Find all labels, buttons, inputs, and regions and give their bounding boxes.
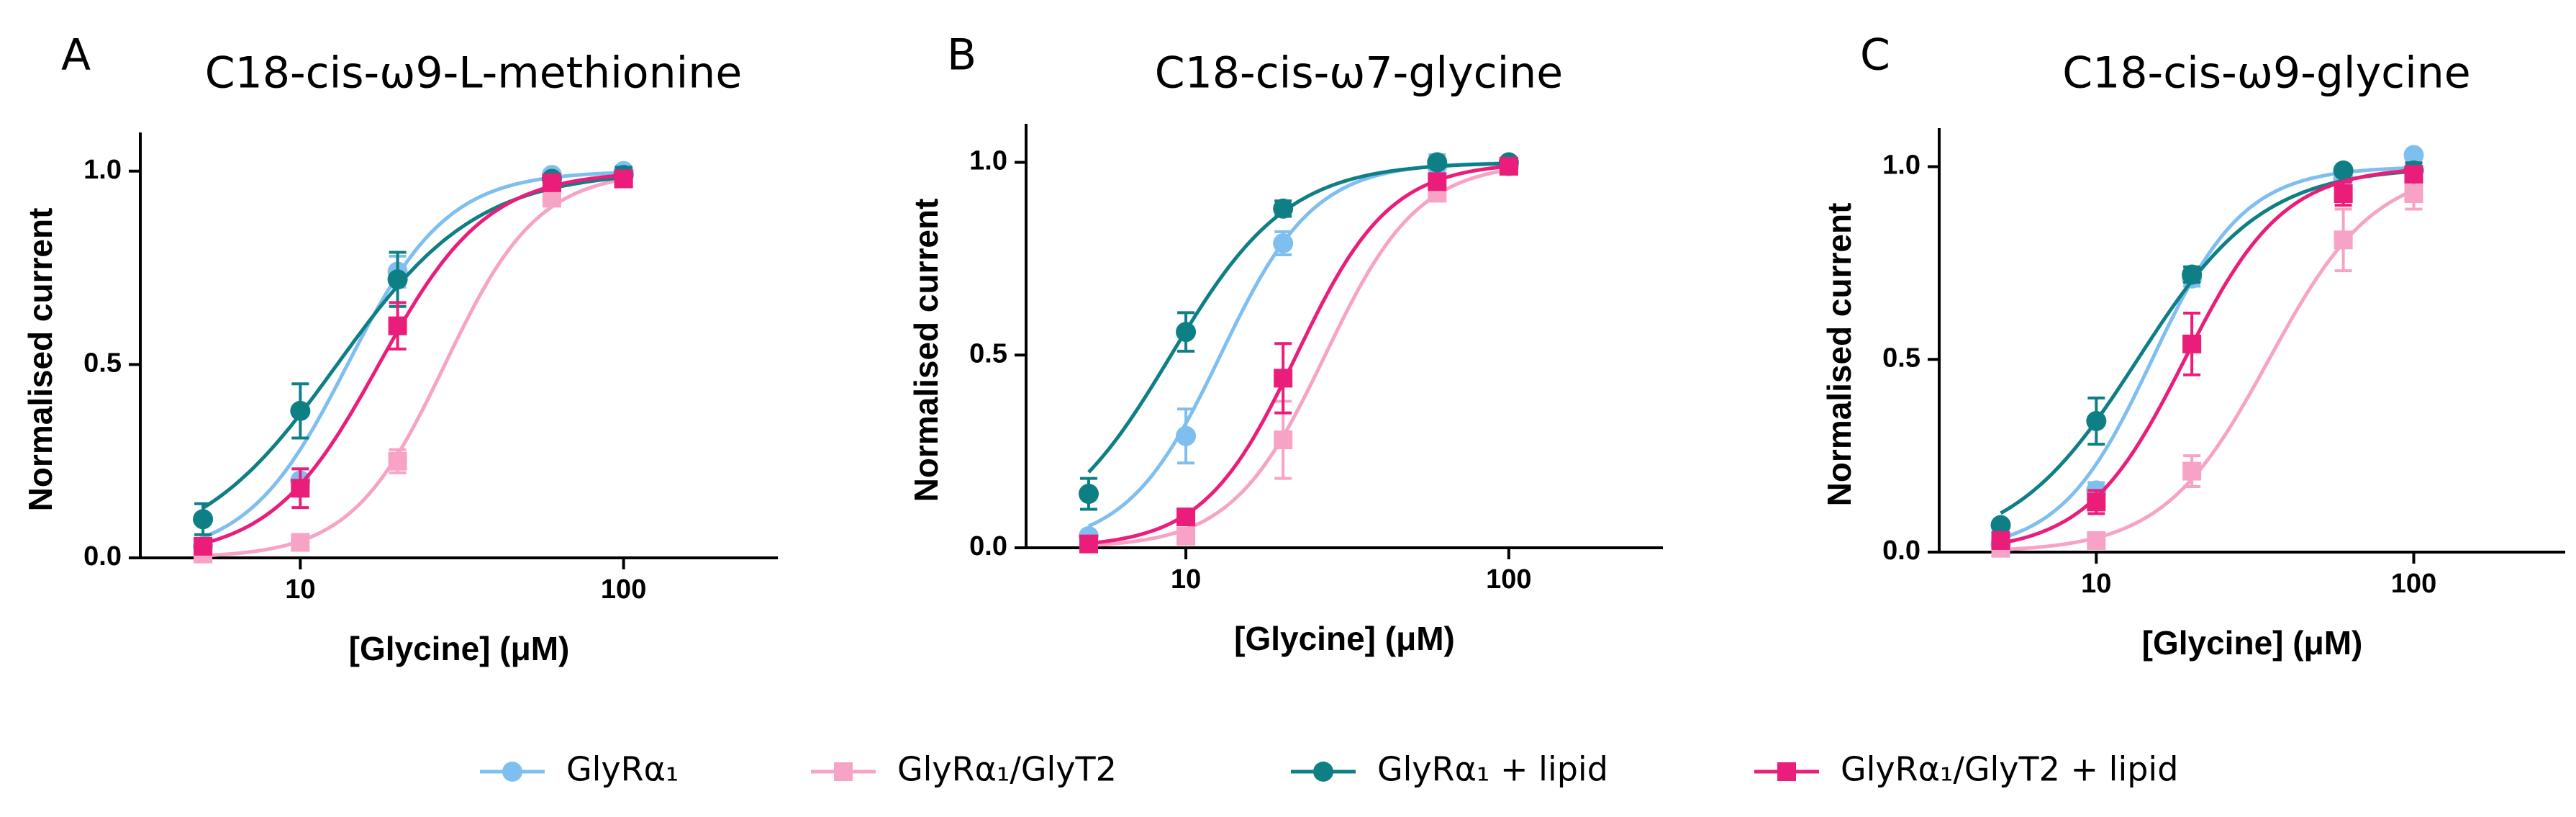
marker <box>2334 230 2353 250</box>
y-tick-label: 0.0 <box>1882 536 1920 566</box>
marker <box>1078 484 1099 505</box>
marker <box>2087 492 2106 512</box>
y-axis-label: Normalised current <box>1820 203 1858 507</box>
marker <box>1273 198 1294 219</box>
y-tick-label: 0.0 <box>969 531 1007 561</box>
marker <box>291 479 310 498</box>
marker <box>1427 152 1448 173</box>
marker <box>2086 410 2107 431</box>
marker <box>1079 534 1098 554</box>
x-tick-label: 10 <box>1171 564 1201 595</box>
marker <box>2182 264 2203 285</box>
marker <box>2403 145 2424 166</box>
marker <box>1273 233 1294 253</box>
marker <box>1176 322 1197 343</box>
marker <box>290 400 311 421</box>
fit-curve <box>202 177 625 558</box>
x-tick-label: 100 <box>601 574 646 605</box>
x-tick-label: 100 <box>1486 564 1531 595</box>
marker <box>1274 430 1293 450</box>
legend-marker <box>1313 762 1333 782</box>
marker <box>291 533 310 552</box>
marker <box>2182 334 2202 353</box>
marker <box>193 509 214 530</box>
x-tick-label: 100 <box>2391 569 2436 599</box>
x-tick-label: 10 <box>285 574 315 605</box>
legend-marker <box>834 762 853 781</box>
marker <box>1176 507 1196 527</box>
chart-title: C18-cis-ω9-glycine <box>2062 48 2470 99</box>
marker <box>388 451 407 471</box>
marker <box>388 316 407 335</box>
legend-label: GlyRα₁ + lipid <box>1377 750 1608 789</box>
fit-curve <box>202 173 624 546</box>
marker <box>1176 425 1197 446</box>
legend-label: GlyRα₁/GlyT2 + lipid <box>1841 750 2178 789</box>
chart-title: C18-cis-ω7-glycine <box>1155 48 1563 99</box>
marker <box>1499 156 1518 176</box>
marker <box>2182 461 2202 481</box>
x-axis-label: [Glycine] (μM) <box>349 630 570 667</box>
marker <box>2404 184 2423 204</box>
fit-curve <box>201 176 624 510</box>
x-axis-label: [Glycine] (μM) <box>2142 624 2363 662</box>
marker <box>614 169 633 189</box>
legend-marker <box>1777 762 1796 781</box>
y-axis-label: Normalised current <box>907 199 945 502</box>
legend-label: GlyRα₁ <box>566 750 679 789</box>
legend-marker <box>502 762 522 782</box>
marker <box>2333 160 2354 181</box>
panel-label: B <box>947 30 976 81</box>
fit-curve <box>1087 161 1509 474</box>
y-tick-label: 1.0 <box>1882 150 1920 181</box>
y-tick-label: 0.5 <box>83 348 122 378</box>
marker <box>2334 184 2353 204</box>
panel-label: A <box>61 30 91 81</box>
x-tick-label: 10 <box>2081 569 2111 599</box>
y-tick-label: 1.0 <box>969 146 1007 176</box>
marker <box>2404 165 2423 184</box>
marker <box>1428 172 1447 191</box>
marker <box>1990 515 2011 536</box>
fit-curve <box>202 171 624 539</box>
marker <box>1274 369 1293 388</box>
y-tick-label: 0.5 <box>1882 343 1920 373</box>
fit-curve <box>2000 168 2414 546</box>
legend-label: GlyRα₁/GlyT2 <box>897 750 1117 789</box>
marker <box>542 173 561 192</box>
panel-label: C <box>1860 30 1890 81</box>
marker <box>2087 531 2106 550</box>
y-tick-label: 0.5 <box>969 338 1007 369</box>
y-tick-label: 1.0 <box>83 155 122 185</box>
y-axis-label: Normalised current <box>22 208 59 512</box>
y-tick-label: 0.0 <box>83 541 122 572</box>
fit-curve <box>1087 161 1509 528</box>
x-axis-label: [Glycine] (μM) <box>1234 620 1455 657</box>
chart-title: C18-cis-ω9-L-methionine <box>205 48 742 99</box>
marker <box>1991 531 2010 550</box>
fit-curve <box>1088 168 1510 548</box>
marker <box>387 269 408 290</box>
fit-curve <box>2000 166 2414 541</box>
marker <box>194 536 213 556</box>
marker <box>1176 526 1196 546</box>
